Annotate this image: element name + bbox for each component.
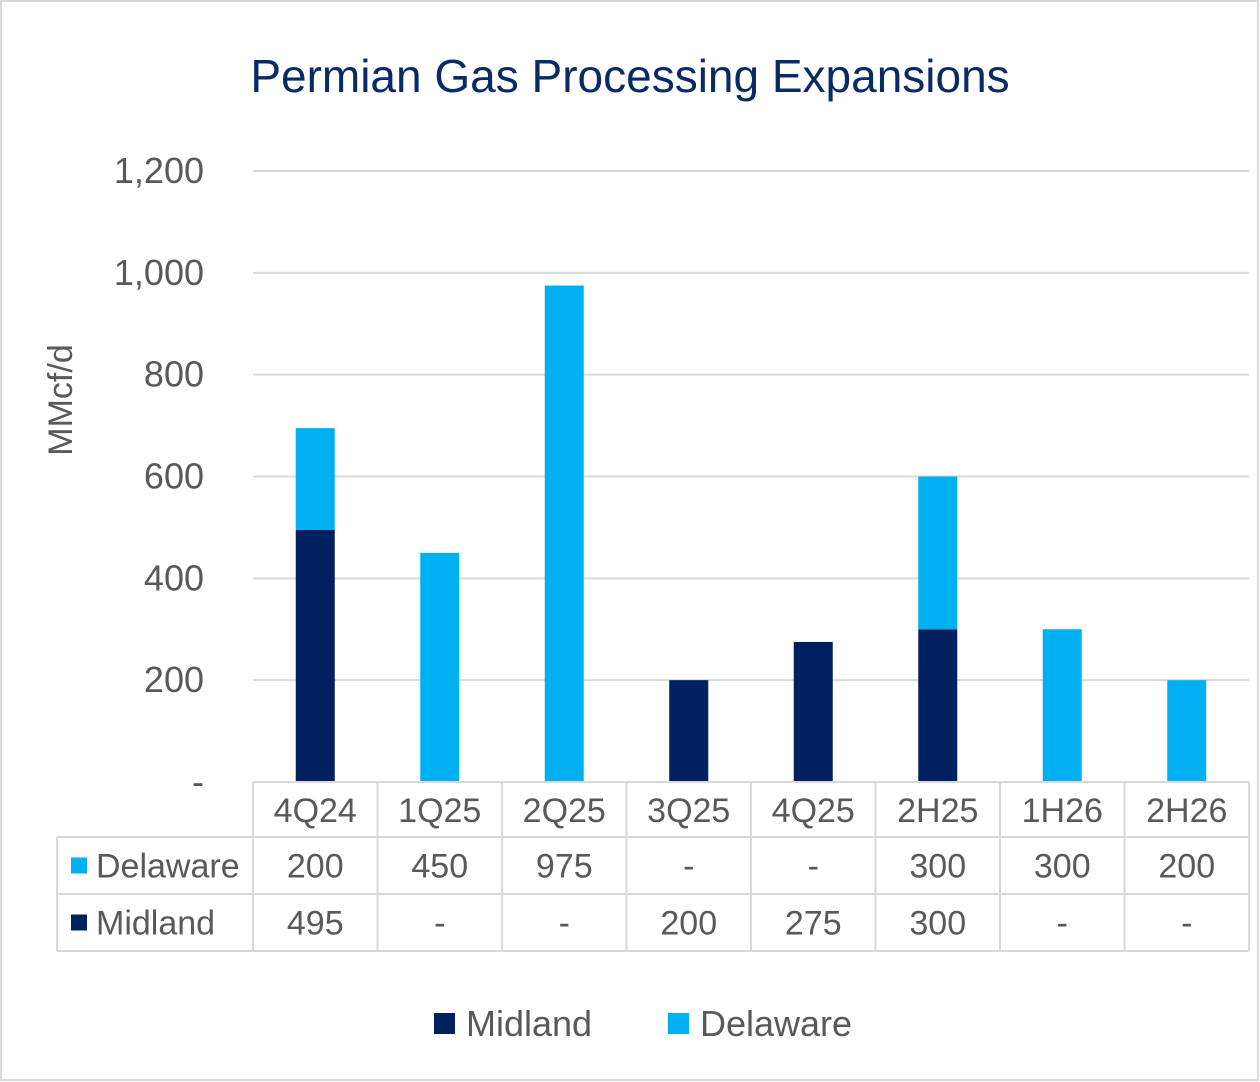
table-cell: -: [434, 905, 445, 943]
bar-delaware-1h26: [1042, 629, 1082, 782]
legend: Midland Delaware: [434, 1003, 852, 1044]
table-cell: 300: [909, 905, 966, 943]
x-tick-label: 1H26: [1022, 792, 1103, 830]
table-cell: -: [1057, 905, 1068, 943]
table-row-label: Midland: [96, 905, 215, 943]
bar-midland-2h25: [918, 629, 958, 782]
table-cell: -: [559, 905, 570, 943]
y-tick-label: 800: [144, 354, 204, 395]
x-tick-label: 1Q25: [398, 792, 481, 830]
bar-midland-4q24: [295, 529, 335, 782]
y-tick-label: -: [192, 761, 204, 802]
bar-midland-4q25: [793, 641, 833, 782]
bar-midland-3q25: [669, 680, 709, 782]
chart-title: Permian Gas Processing Expansions: [250, 50, 1009, 102]
y-axis-ticks: - 200 400 600 800 1,000 1,200: [114, 150, 204, 802]
x-tick-label: 4Q25: [772, 792, 855, 830]
table-cell: 975: [536, 848, 593, 886]
legend-label-delaware: Delaware: [700, 1003, 852, 1044]
y-tick-label: 1,200: [114, 150, 204, 191]
gridlines: [253, 170, 1249, 682]
x-tick-label: 2H25: [897, 792, 978, 830]
table-legend-key-midland: [71, 914, 87, 931]
y-axis-label: MMcf/d: [42, 344, 80, 455]
table-cell: -: [1181, 905, 1192, 943]
bars: [295, 285, 1207, 782]
legend-label-midland: Midland: [466, 1003, 592, 1044]
y-tick-label: 1,000: [114, 252, 204, 293]
table-cell: 450: [411, 848, 468, 886]
bar-delaware-2h25: [918, 476, 958, 630]
table-cell: 200: [1158, 848, 1215, 886]
table-cell: 200: [660, 905, 717, 943]
table-row-label: Delaware: [96, 848, 240, 886]
bar-delaware-2h26: [1167, 680, 1207, 782]
table-cell: 300: [909, 848, 966, 886]
table-legend-key-delaware: [71, 857, 87, 874]
x-tick-label: 3Q25: [647, 792, 730, 830]
legend-swatch-midland: [434, 1013, 455, 1034]
y-tick-label: 200: [144, 659, 204, 700]
x-tick-label: 2Q25: [523, 792, 606, 830]
x-tick-label: 2H26: [1146, 792, 1227, 830]
table-cell: -: [683, 848, 694, 886]
bar-delaware-2q25: [544, 285, 584, 782]
bar-delaware-1q25: [420, 552, 460, 782]
legend-swatch-delaware: [668, 1013, 689, 1034]
bar-delaware-4q24: [295, 428, 335, 530]
y-tick-label: 600: [144, 456, 204, 497]
table-cell: 300: [1034, 848, 1091, 886]
table-cell: -: [808, 848, 819, 886]
table-cell: 275: [785, 905, 842, 943]
table-cell: 495: [287, 905, 344, 943]
table-cell: 200: [287, 848, 344, 886]
data-table: 4Q24 1Q25 2Q25 3Q25 4Q25 2H25 1H26 2H26 Delaware…: [56, 781, 1250, 952]
y-tick-label: 400: [144, 557, 204, 598]
x-tick-label: 4Q24: [274, 792, 357, 830]
